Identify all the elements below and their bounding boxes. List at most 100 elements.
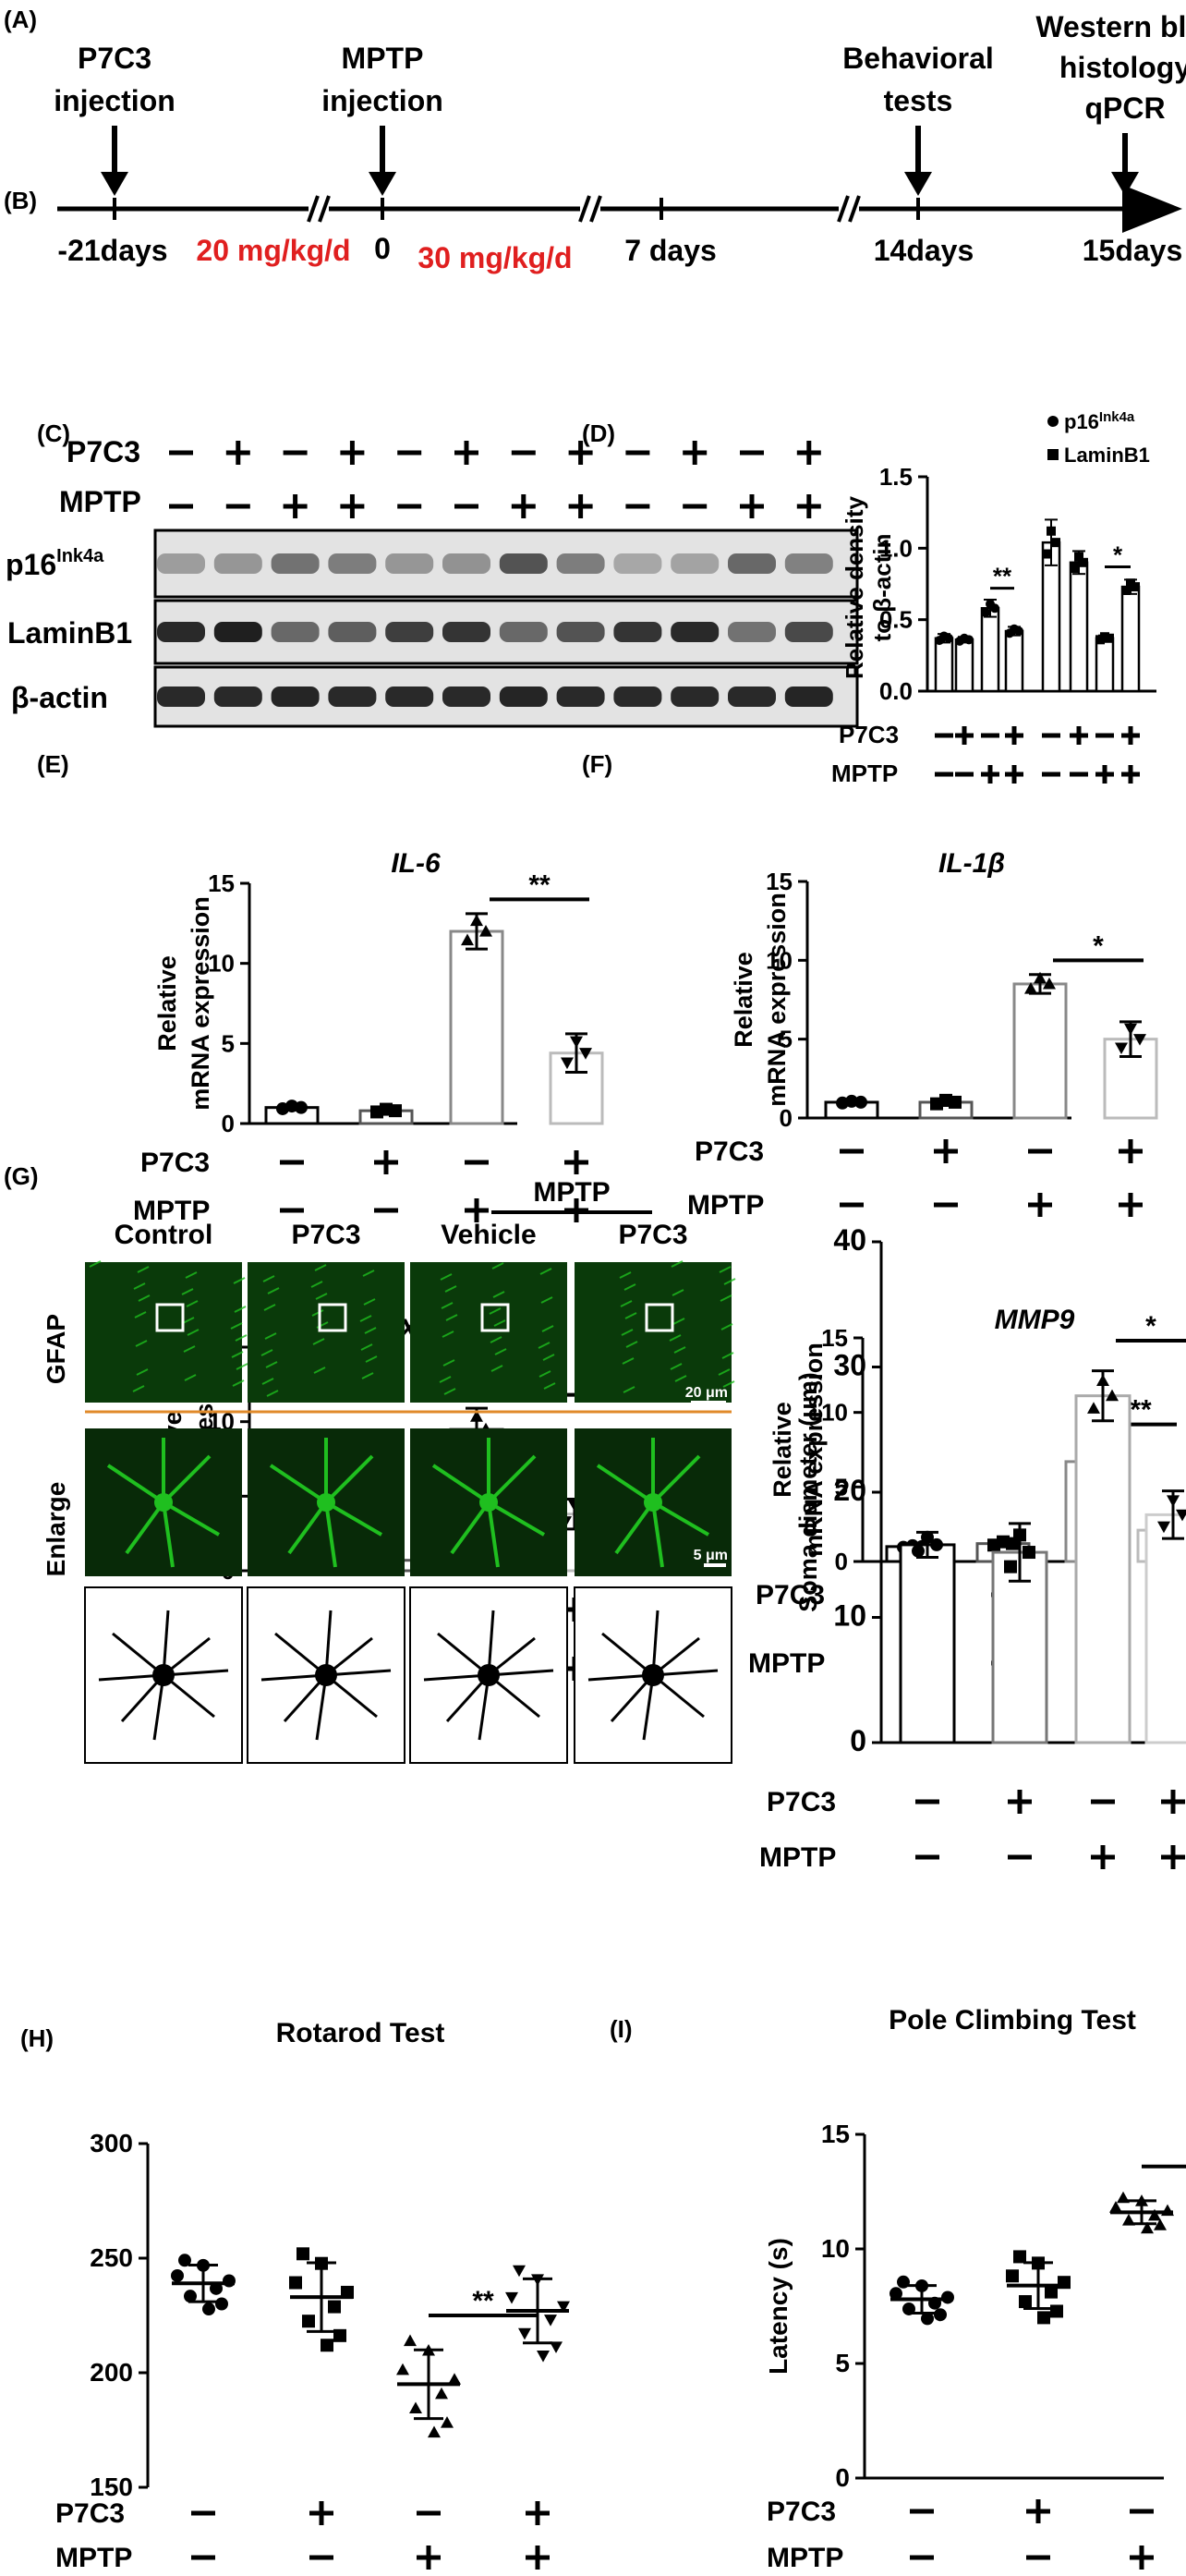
blot-band [213,622,262,642]
chart-b-point [939,631,949,641]
astrocyte-process [674,1375,687,1382]
astrocyte-soma [644,1493,662,1512]
astrocyte-process [183,1345,196,1353]
panel-letter-f: (F) [582,750,612,778]
chart-b-bar [934,637,954,693]
chart-i-point [941,2290,954,2304]
chart-g-bar [991,1550,1048,1744]
chart-b-y-label: to β-actin [868,534,896,642]
timeline-tick-label: 0 [374,232,391,265]
astrocyte-process [543,1382,556,1390]
chart-i-point [1019,2295,1032,2309]
chart-i-point [1141,2221,1154,2234]
timeline-event-label: tests [884,84,953,117]
chart-b-point [981,607,990,617]
astrocyte-process [133,1282,146,1290]
skeleton-soma [315,1664,337,1686]
astrocyte-process [445,1314,458,1321]
chart-h-y-tick-label: 300 [90,2129,133,2157]
chart-h-y-tick-label: 150 [90,2473,133,2501]
astrocyte-process-enlarged [651,1454,701,1504]
chart-i-point [1050,2304,1063,2318]
astrocyte-process [265,1361,278,1368]
chart-h-point [289,2276,302,2290]
chart-g-point [1176,1509,1186,1522]
blot-band-label-actin: β-actin [11,681,108,714]
chart-g-point [930,1537,943,1551]
chart-b-point [1042,549,1051,559]
chart-h-point [550,2341,563,2353]
chart-h-point [428,2425,441,2438]
legend-label-laminb1: LaminB1 [1064,444,1150,467]
blot-band [784,622,833,642]
legend-symbol-p16 [1047,416,1059,427]
chart-f-y-tick-label: 0 [835,1548,848,1575]
chart-i-point [1135,2194,1148,2206]
chart-i-point [915,2278,928,2292]
astrocyte-process [538,1342,551,1349]
chart-d-treatment-mptp: MPTP [687,1190,764,1221]
astrocyte-soma [479,1493,498,1512]
astrocyte-process [672,1318,685,1325]
chart-b-point [1100,632,1109,642]
timeline-event-arrowhead [101,172,128,196]
blot-band [328,687,377,707]
chart-h-point [202,2303,215,2316]
astrocyte-process [722,1380,735,1388]
chart-i-point [1058,2276,1071,2290]
astrocyte-process [137,1266,150,1273]
chart-c-point [570,1036,583,1049]
chart-b-bar [1095,637,1115,693]
chart-i-title: Pole Climbing Test [889,2005,1136,2035]
chart-c-point [579,1048,592,1060]
axis-break-mark [837,195,850,223]
astrocyte-process-enlarged [450,1501,490,1555]
chart-i-point [928,2296,941,2310]
timeline-tick-label: 15days [1083,234,1183,267]
astrocyte-process-enlarged [106,1464,165,1504]
blot-band [385,622,434,642]
axis-break-mark [578,195,591,223]
astrocyte-process [494,1348,507,1355]
scale-bar-label-mid: 5 μm [694,1548,728,1563]
astrocyte-process-enlarged [487,1501,546,1537]
chart-d-point [949,1095,962,1109]
chart-d-y-label: Relative [730,952,757,1048]
blot-band [385,553,434,574]
blot-band [271,687,320,707]
astrocyte-process [363,1298,376,1306]
blot-band [728,553,776,574]
chart-c-point [561,1057,574,1070]
chart-d-y-tick-label: 5 [780,1026,793,1053]
chart-i-point [897,2275,910,2289]
chart-g-point [921,1530,934,1544]
chart-i-y-label: Latency (s) [764,2238,793,2375]
astrocyte-process [442,1359,455,1367]
astrocyte-process [185,1271,198,1279]
astrocyte-process [234,1306,247,1313]
astrocyte-process [361,1372,374,1379]
chart-c-y-tick-label: 15 [208,869,235,897]
chart-i-point [1122,2214,1135,2226]
blot-band [271,622,320,642]
chart-c-point [479,925,492,937]
astrocyte-process [492,1291,505,1298]
astrocyte-process [719,1266,732,1273]
chart-i-point [1109,2201,1122,2213]
astrocyte-process [491,1262,504,1270]
chart-b-point [1051,538,1060,548]
astrocyte-process-enlarged [596,1464,655,1504]
chart-g-point [1023,1546,1035,1560]
chart-c-y-label: mRNA expression [187,896,214,1111]
blot-band [613,553,662,574]
timeline-event-arrowhead [1111,172,1139,196]
astrocyte-soma [317,1493,335,1512]
chart-c-point [461,933,474,946]
blot-band [442,687,490,707]
chart-h-title: Rotarod Test [276,2018,445,2048]
astrocyte-process [540,1296,553,1304]
blot-band-label-p16: p16Ink4a [6,546,104,581]
astrocyte-process [267,1287,280,1294]
astrocyte-process [264,1332,277,1340]
astrocyte-process [720,1323,733,1331]
